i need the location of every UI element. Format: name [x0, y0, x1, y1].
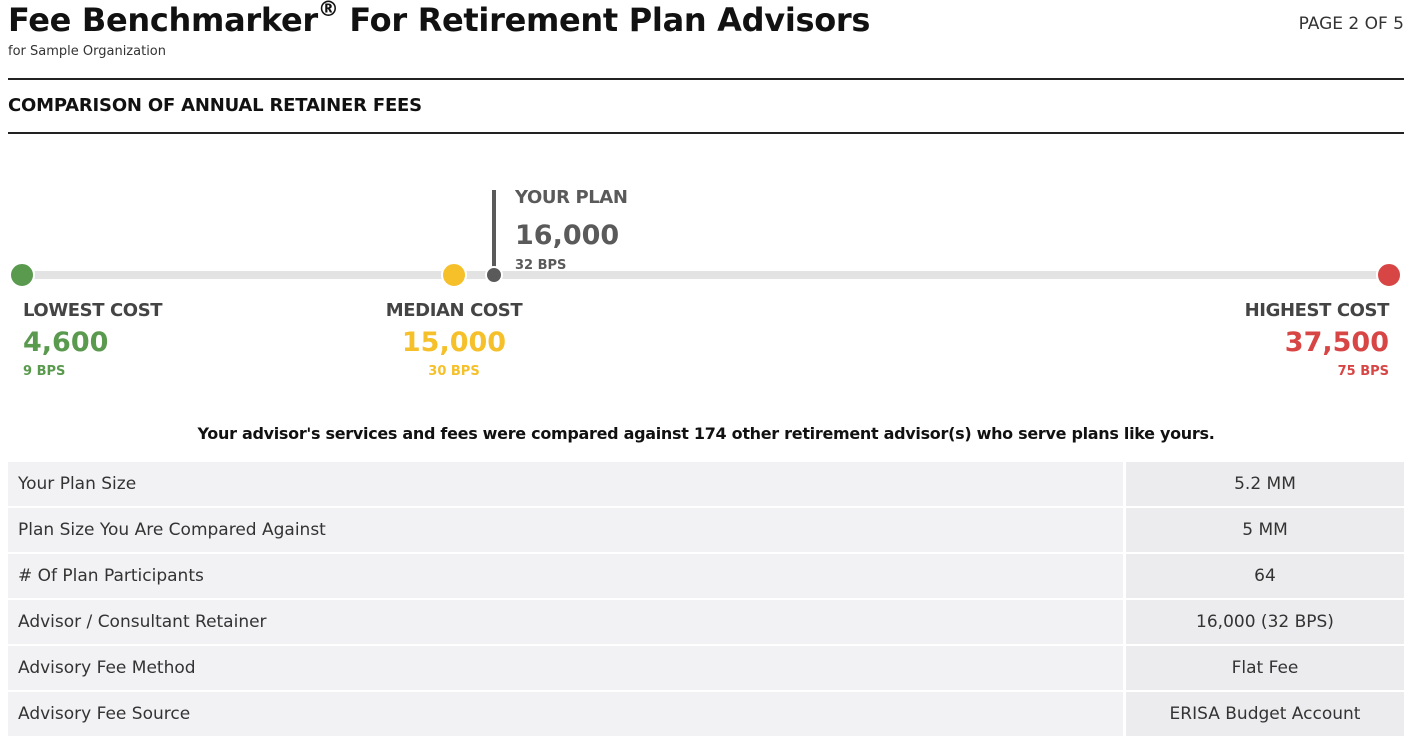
- page-title: Fee Benchmarker® For Retirement Plan Adv…: [8, 0, 871, 39]
- your-plan-value: 16,000: [515, 220, 620, 251]
- range-track: [22, 271, 1389, 279]
- table-row: Your Plan Size 5.2 MM: [8, 462, 1404, 508]
- row-label: # Of Plan Participants: [8, 554, 1126, 600]
- comparison-note: Your advisor's services and fees were co…: [197, 424, 1215, 443]
- your-plan-bps: 32 BPS: [515, 258, 567, 273]
- row-label: Advisory Fee Method: [8, 646, 1126, 692]
- your-plan-marker-line: [492, 190, 496, 274]
- lowest-cost-bps: 9 BPS: [23, 364, 66, 379]
- row-value: Flat Fee: [1126, 646, 1404, 692]
- table-row: Advisor / Consultant Retainer 16,000 (32…: [8, 600, 1404, 646]
- table-row: Advisory Fee Method Flat Fee: [8, 646, 1404, 692]
- row-value: 5 MM: [1126, 508, 1404, 554]
- row-label: Plan Size You Are Compared Against: [8, 508, 1126, 554]
- row-label: Advisor / Consultant Retainer: [8, 600, 1126, 646]
- plan-details-table: Your Plan Size 5.2 MM Plan Size You Are …: [8, 462, 1404, 738]
- row-label: Advisory Fee Source: [8, 692, 1126, 738]
- lowest-cost-value: 4,600: [23, 327, 109, 358]
- highest-cost-value: 37,500: [1284, 327, 1389, 358]
- row-value: 64: [1126, 554, 1404, 600]
- section-title: COMPARISON OF ANNUAL RETAINER FEES: [8, 95, 422, 116]
- highest-cost-bps: 75 BPS: [1337, 364, 1389, 379]
- title-text: Fee Benchmarker: [8, 1, 318, 39]
- page-header: Fee Benchmarker® For Retirement Plan Adv…: [8, 0, 1404, 80]
- highest-cost-label: HIGHEST COST: [1244, 300, 1390, 321]
- page-indicator: PAGE 2 OF 5: [1298, 14, 1404, 34]
- table-row: Advisory Fee Source ERISA Budget Account: [8, 692, 1404, 738]
- title-suffix: For Retirement Plan Advisors: [338, 1, 871, 39]
- table-row: Plan Size You Are Compared Against 5 MM: [8, 508, 1404, 554]
- row-value: ERISA Budget Account: [1126, 692, 1404, 738]
- registered-mark: ®: [317, 0, 339, 22]
- table-row: # Of Plan Participants 64: [8, 554, 1404, 600]
- your-plan-label: YOUR PLAN: [515, 187, 628, 208]
- median-cost-dot: [441, 262, 467, 288]
- median-cost-value: 15,000: [401, 327, 507, 358]
- lowest-cost-label: LOWEST COST: [23, 300, 163, 321]
- organization-subtitle: for Sample Organization: [8, 44, 166, 59]
- section-header: COMPARISON OF ANNUAL RETAINER FEES: [8, 80, 1404, 134]
- row-label: Your Plan Size: [8, 462, 1126, 508]
- row-value: 16,000 (32 BPS): [1126, 600, 1404, 646]
- highest-cost-dot: [1376, 262, 1402, 288]
- your-plan-marker-dot: [485, 266, 503, 284]
- fee-range-indicator: YOUR PLAN 16,000 32 BPS LOWEST COST 4,60…: [0, 140, 1428, 390]
- median-cost-bps: 30 BPS: [428, 364, 480, 379]
- row-value: 5.2 MM: [1126, 462, 1404, 508]
- median-cost-label: MEDIAN COST: [385, 300, 523, 321]
- lowest-cost-dot: [9, 262, 35, 288]
